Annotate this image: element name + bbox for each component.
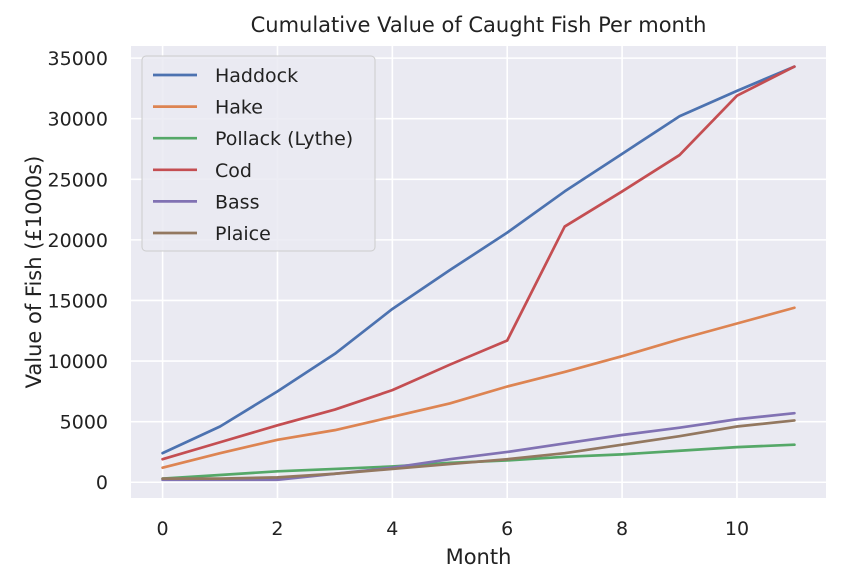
y-tick-label: 20000 bbox=[48, 230, 108, 252]
series-line-haddock bbox=[161, 65, 796, 455]
chart-title: Cumulative Value of Caught Fish Per mont… bbox=[251, 13, 707, 37]
y-tick-label: 0 bbox=[96, 472, 108, 494]
x-axis-label: Month bbox=[446, 545, 512, 569]
y-tick-label: 15000 bbox=[48, 290, 108, 312]
y-tick-label: 25000 bbox=[48, 169, 108, 191]
y-tick-label: 5000 bbox=[60, 412, 108, 434]
legend-label: Pollack (Lythe) bbox=[215, 128, 353, 150]
series-line-plaice bbox=[161, 419, 796, 480]
series-line-cod bbox=[161, 65, 796, 461]
y-axis-label: Value of Fish (£1000s) bbox=[22, 156, 46, 389]
x-tick-label: 4 bbox=[386, 518, 398, 540]
y-tick-label: 35000 bbox=[48, 48, 108, 70]
x-tick-label: 6 bbox=[501, 518, 513, 540]
x-tick-label: 2 bbox=[271, 518, 283, 540]
legend-box bbox=[141, 55, 376, 252]
tick-labels: 0 2 4 6 8 10 0 5000 10000 15000 20000 25000 30000 350… bbox=[48, 48, 750, 540]
x-tick-label: 8 bbox=[616, 518, 628, 540]
legend-label: Plaice bbox=[215, 223, 271, 245]
y-tick-label: 30000 bbox=[48, 109, 108, 131]
legend: Haddock Hake Pollack (Lythe) Cod Bass Plaice bbox=[141, 55, 376, 252]
series-line-bass bbox=[161, 411, 796, 482]
legend-label: Bass bbox=[215, 191, 259, 213]
legend-label: Cod bbox=[215, 160, 252, 182]
legend-label: Hake bbox=[215, 97, 263, 119]
grid bbox=[131, 46, 826, 498]
y-tick-label: 10000 bbox=[48, 351, 108, 373]
x-tick-label: 0 bbox=[157, 518, 169, 540]
legend-label: Haddock bbox=[215, 65, 298, 87]
x-tick-label: 10 bbox=[725, 518, 749, 540]
series-line-hake bbox=[161, 306, 796, 470]
series-lines bbox=[161, 65, 796, 482]
